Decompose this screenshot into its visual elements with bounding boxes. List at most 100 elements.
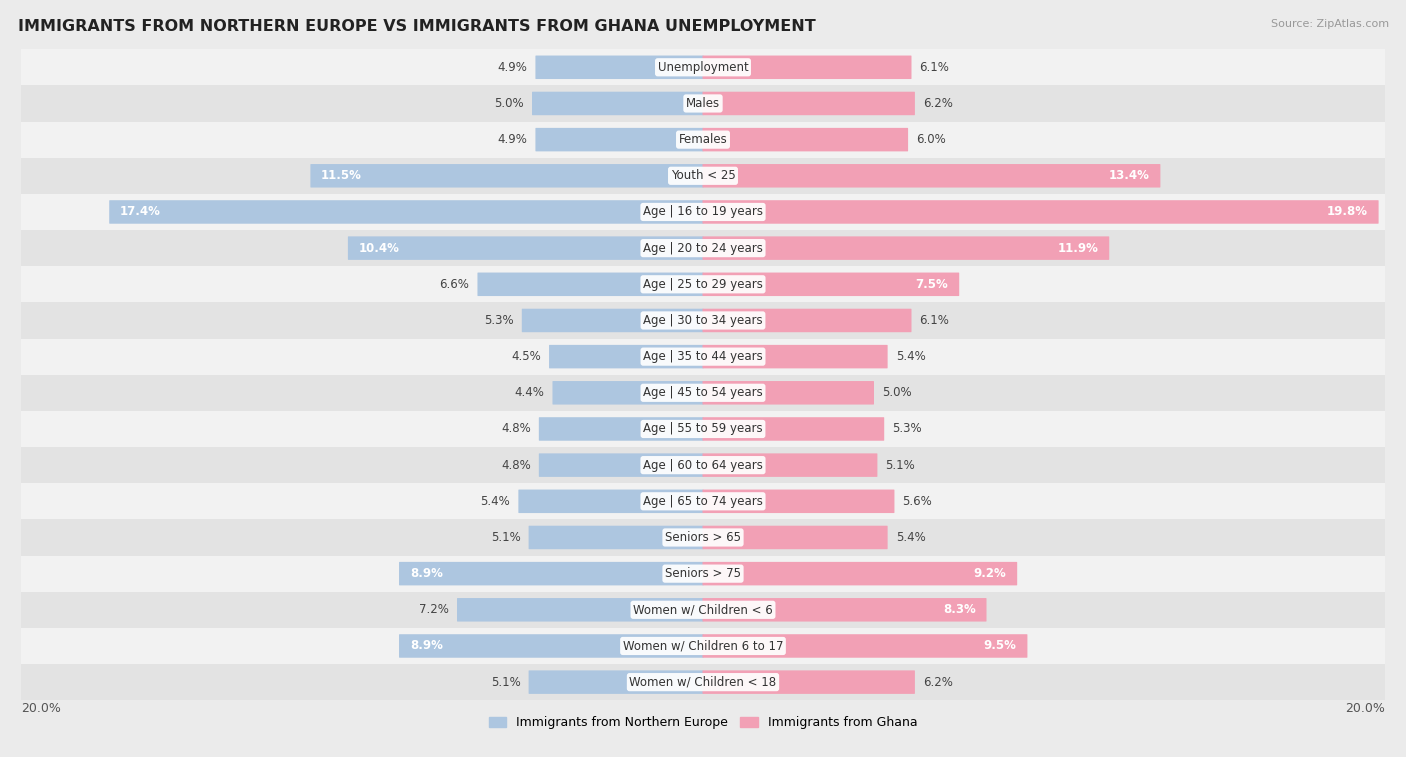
Text: 11.9%: 11.9% xyxy=(1057,241,1098,254)
FancyBboxPatch shape xyxy=(21,194,1385,230)
FancyBboxPatch shape xyxy=(522,309,703,332)
FancyBboxPatch shape xyxy=(536,55,703,79)
Text: Age | 30 to 34 years: Age | 30 to 34 years xyxy=(643,314,763,327)
Text: Unemployment: Unemployment xyxy=(658,61,748,73)
Text: 8.9%: 8.9% xyxy=(409,640,443,653)
Text: 4.4%: 4.4% xyxy=(515,386,544,399)
Text: Females: Females xyxy=(679,133,727,146)
Text: Women w/ Children < 18: Women w/ Children < 18 xyxy=(630,676,776,689)
Text: Age | 35 to 44 years: Age | 35 to 44 years xyxy=(643,350,763,363)
Text: 4.8%: 4.8% xyxy=(501,459,531,472)
Text: 4.8%: 4.8% xyxy=(501,422,531,435)
Text: 9.2%: 9.2% xyxy=(974,567,1007,580)
Text: 7.2%: 7.2% xyxy=(419,603,449,616)
Text: 5.0%: 5.0% xyxy=(495,97,524,110)
FancyBboxPatch shape xyxy=(347,236,703,260)
Text: 5.4%: 5.4% xyxy=(481,495,510,508)
FancyBboxPatch shape xyxy=(703,164,1160,188)
Text: 5.4%: 5.4% xyxy=(896,350,925,363)
Text: Age | 65 to 74 years: Age | 65 to 74 years xyxy=(643,495,763,508)
Text: 5.1%: 5.1% xyxy=(491,531,520,544)
FancyBboxPatch shape xyxy=(703,55,911,79)
FancyBboxPatch shape xyxy=(703,345,887,369)
Legend: Immigrants from Northern Europe, Immigrants from Ghana: Immigrants from Northern Europe, Immigra… xyxy=(484,712,922,734)
Text: Youth < 25: Youth < 25 xyxy=(671,170,735,182)
FancyBboxPatch shape xyxy=(21,157,1385,194)
Text: Women w/ Children < 6: Women w/ Children < 6 xyxy=(633,603,773,616)
FancyBboxPatch shape xyxy=(21,483,1385,519)
FancyBboxPatch shape xyxy=(703,598,987,621)
FancyBboxPatch shape xyxy=(21,230,1385,266)
FancyBboxPatch shape xyxy=(538,417,703,441)
FancyBboxPatch shape xyxy=(703,562,1017,585)
Text: 9.5%: 9.5% xyxy=(984,640,1017,653)
Text: 6.6%: 6.6% xyxy=(440,278,470,291)
FancyBboxPatch shape xyxy=(399,634,703,658)
Text: Seniors > 75: Seniors > 75 xyxy=(665,567,741,580)
FancyBboxPatch shape xyxy=(110,200,703,224)
Text: Source: ZipAtlas.com: Source: ZipAtlas.com xyxy=(1271,19,1389,29)
Text: 6.1%: 6.1% xyxy=(920,314,949,327)
FancyBboxPatch shape xyxy=(21,592,1385,628)
Text: 4.9%: 4.9% xyxy=(498,133,527,146)
FancyBboxPatch shape xyxy=(457,598,703,621)
FancyBboxPatch shape xyxy=(703,453,877,477)
FancyBboxPatch shape xyxy=(478,273,703,296)
FancyBboxPatch shape xyxy=(703,417,884,441)
FancyBboxPatch shape xyxy=(703,381,875,404)
Text: 6.2%: 6.2% xyxy=(922,97,953,110)
FancyBboxPatch shape xyxy=(703,92,915,115)
Text: 5.3%: 5.3% xyxy=(893,422,922,435)
FancyBboxPatch shape xyxy=(21,86,1385,122)
Text: 6.1%: 6.1% xyxy=(920,61,949,73)
Text: 4.9%: 4.9% xyxy=(498,61,527,73)
FancyBboxPatch shape xyxy=(538,453,703,477)
Text: IMMIGRANTS FROM NORTHERN EUROPE VS IMMIGRANTS FROM GHANA UNEMPLOYMENT: IMMIGRANTS FROM NORTHERN EUROPE VS IMMIG… xyxy=(18,19,815,34)
Text: Males: Males xyxy=(686,97,720,110)
Text: 6.2%: 6.2% xyxy=(922,676,953,689)
Text: 5.1%: 5.1% xyxy=(886,459,915,472)
Text: 20.0%: 20.0% xyxy=(1346,702,1385,715)
Text: 8.9%: 8.9% xyxy=(409,567,443,580)
FancyBboxPatch shape xyxy=(529,525,703,550)
FancyBboxPatch shape xyxy=(703,671,915,694)
Text: Age | 16 to 19 years: Age | 16 to 19 years xyxy=(643,205,763,219)
FancyBboxPatch shape xyxy=(399,562,703,585)
FancyBboxPatch shape xyxy=(21,411,1385,447)
FancyBboxPatch shape xyxy=(21,49,1385,86)
Text: 5.6%: 5.6% xyxy=(903,495,932,508)
FancyBboxPatch shape xyxy=(519,490,703,513)
Text: 17.4%: 17.4% xyxy=(120,205,160,219)
Text: Age | 60 to 64 years: Age | 60 to 64 years xyxy=(643,459,763,472)
Text: 6.0%: 6.0% xyxy=(917,133,946,146)
Text: Age | 45 to 54 years: Age | 45 to 54 years xyxy=(643,386,763,399)
FancyBboxPatch shape xyxy=(703,490,894,513)
FancyBboxPatch shape xyxy=(703,236,1109,260)
FancyBboxPatch shape xyxy=(703,128,908,151)
FancyBboxPatch shape xyxy=(550,345,703,369)
FancyBboxPatch shape xyxy=(21,338,1385,375)
FancyBboxPatch shape xyxy=(21,628,1385,664)
Text: Seniors > 65: Seniors > 65 xyxy=(665,531,741,544)
Text: 5.1%: 5.1% xyxy=(491,676,520,689)
Text: 7.5%: 7.5% xyxy=(915,278,949,291)
FancyBboxPatch shape xyxy=(311,164,703,188)
FancyBboxPatch shape xyxy=(21,375,1385,411)
FancyBboxPatch shape xyxy=(703,309,911,332)
Text: 4.5%: 4.5% xyxy=(512,350,541,363)
Text: 8.3%: 8.3% xyxy=(943,603,976,616)
Text: 19.8%: 19.8% xyxy=(1327,205,1368,219)
Text: 20.0%: 20.0% xyxy=(21,702,60,715)
Text: Women w/ Children 6 to 17: Women w/ Children 6 to 17 xyxy=(623,640,783,653)
Text: 5.3%: 5.3% xyxy=(484,314,513,327)
Text: 5.0%: 5.0% xyxy=(882,386,911,399)
Text: Age | 20 to 24 years: Age | 20 to 24 years xyxy=(643,241,763,254)
FancyBboxPatch shape xyxy=(21,556,1385,592)
Text: Age | 25 to 29 years: Age | 25 to 29 years xyxy=(643,278,763,291)
FancyBboxPatch shape xyxy=(21,664,1385,700)
FancyBboxPatch shape xyxy=(703,273,959,296)
FancyBboxPatch shape xyxy=(703,200,1379,224)
Text: 13.4%: 13.4% xyxy=(1109,170,1150,182)
FancyBboxPatch shape xyxy=(536,128,703,151)
FancyBboxPatch shape xyxy=(21,266,1385,302)
